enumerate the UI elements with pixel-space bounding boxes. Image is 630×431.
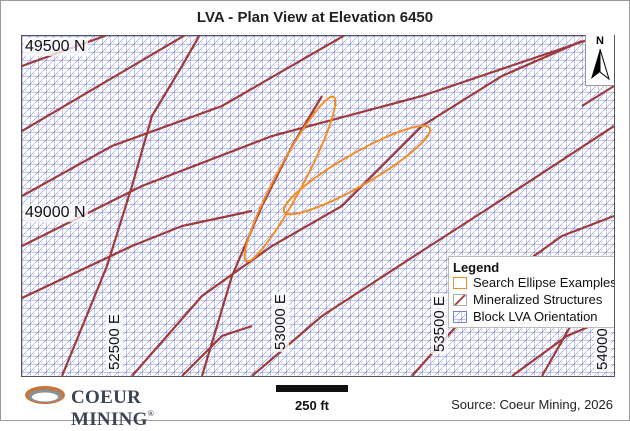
structure-line [251,125,614,376]
north-arrow-letter: N [596,35,604,47]
source-credit: Source: Coeur Mining, 2026 [451,397,613,412]
northing-label-49000: 49000 N [23,204,88,222]
legend-title: Legend [453,260,500,275]
legend-item-block-lva: Block LVA Orientation [453,309,614,325]
search-ellipse [282,124,432,216]
easting-label-53500: 53500 E [431,294,448,354]
north-arrow-icon [591,48,610,81]
structure-line [181,324,253,376]
search-ellipse [243,95,337,263]
legend: Legend Search Ellipse Examples Mineraliz… [448,256,615,328]
map-title: LVA - Plan View at Elevation 6450 [196,9,434,26]
scale-bar [276,385,348,392]
structure-swatch-icon [453,294,467,306]
structure-line [22,209,253,299]
structure-line [22,36,346,197]
search-ellipses [243,95,432,263]
legend-item-search-ellipse: Search Ellipse Examples [453,275,615,291]
easting-label-52500: 52500 E [106,312,123,372]
easting-label-53000: 53000 E [272,292,289,352]
structure-line [22,36,186,132]
grid-swatch-icon [453,311,467,323]
legend-item-label: Search Ellipse Examples [473,275,615,290]
legend-item-label: Block LVA Orientation [473,309,598,324]
structure-line [60,36,201,376]
scale-bar-label: 250 ft [295,398,329,413]
structure-line [581,85,614,107]
coeur-swoosh-icon [25,386,65,404]
northing-label-49500: 49500 N [23,38,88,56]
plan-view-map: 49500 N 49000 N 52500 E 53000 E 53500 E … [21,35,615,377]
logo-wordmark: COEUR MINING® [71,387,155,430]
coeur-mining-logo: COEUR MINING® [23,381,223,430]
structure-line [22,36,603,247]
structure-line [131,39,583,376]
legend-item-mineralized-structures: Mineralized Structures [453,292,614,308]
north-arrow: N [585,35,614,86]
legend-item-label: Mineralized Structures [473,292,603,307]
ellipse-swatch-icon [453,277,467,289]
